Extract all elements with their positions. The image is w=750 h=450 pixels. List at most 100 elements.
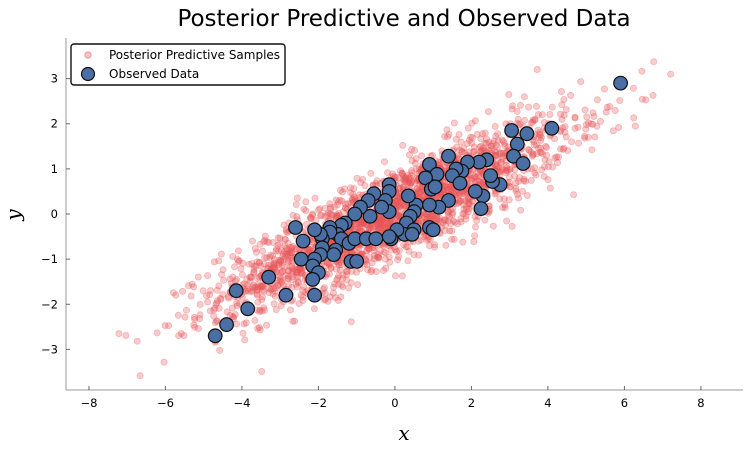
predictive-sample-point [373, 253, 381, 261]
predictive-sample-point [237, 265, 245, 273]
predictive-sample-point [459, 201, 467, 209]
predictive-sample-point [571, 113, 579, 121]
predictive-sample-point [505, 173, 513, 181]
predictive-sample-point [299, 286, 307, 294]
predictive-sample-point [251, 283, 259, 291]
predictive-sample-point [339, 283, 347, 291]
predictive-sample-point [532, 171, 540, 179]
predictive-sample-point [374, 224, 382, 232]
predictive-sample-point [160, 358, 168, 366]
predictive-sample-point [397, 201, 405, 209]
predictive-sample-point [499, 165, 507, 173]
predictive-sample-point [445, 130, 453, 138]
predictive-sample-point [395, 247, 403, 255]
predictive-sample-point [541, 156, 549, 164]
predictive-sample-point [402, 177, 410, 185]
predictive-sample-point [502, 167, 510, 175]
predictive-sample-point [387, 246, 395, 254]
predictive-sample-point [338, 197, 346, 205]
predictive-sample-point [347, 279, 355, 287]
predictive-sample-point [231, 310, 239, 318]
predictive-sample-point [276, 274, 284, 282]
predictive-sample-point [631, 122, 639, 130]
predictive-sample-point [394, 256, 402, 264]
predictive-sample-point [191, 323, 199, 331]
predictive-sample-point [581, 132, 589, 140]
predictive-sample-point [367, 169, 375, 177]
observed-data-point [483, 168, 499, 184]
predictive-sample-point [601, 85, 609, 93]
predictive-sample-point [531, 169, 539, 177]
predictive-sample-point [254, 285, 262, 293]
predictive-sample-point [399, 172, 407, 180]
predictive-sample-point [468, 139, 476, 147]
predictive-sample-point [243, 281, 251, 289]
predictive-sample-point [443, 183, 451, 191]
predictive-sample-point [401, 177, 409, 185]
predictive-sample-point [288, 283, 296, 291]
predictive-sample-point [194, 324, 202, 332]
predictive-sample-point [386, 258, 394, 266]
predictive-sample-point [294, 278, 302, 286]
predictive-sample-point [444, 217, 452, 225]
predictive-sample-point [356, 223, 364, 231]
predictive-sample-point [353, 268, 361, 276]
predictive-sample-point [375, 223, 383, 231]
y-axis-label: y [1, 209, 25, 222]
predictive-sample-point [374, 220, 382, 228]
predictive-sample-point [369, 224, 377, 232]
predictive-sample-point [331, 294, 339, 302]
predictive-sample-point [277, 256, 285, 264]
predictive-sample-point [567, 91, 575, 99]
predictive-sample-point [211, 319, 219, 327]
predictive-sample-point [558, 101, 566, 109]
predictive-sample-point [283, 250, 291, 258]
predictive-sample-point [470, 173, 478, 181]
predictive-sample-point [591, 133, 599, 141]
predictive-sample-point [282, 244, 290, 252]
predictive-sample-point [508, 105, 516, 113]
predictive-sample-point [174, 311, 182, 319]
observed-data-point [441, 148, 456, 164]
predictive-sample-point [247, 288, 255, 296]
predictive-sample-point [396, 202, 404, 210]
predictive-sample-point [321, 289, 329, 297]
predictive-sample-point [255, 324, 263, 332]
predictive-sample-point [334, 198, 342, 206]
predictive-sample-point [497, 158, 505, 166]
predictive-sample-point [346, 189, 354, 197]
predictive-sample-point [184, 282, 192, 290]
predictive-sample-point [417, 236, 425, 244]
predictive-sample-point [255, 258, 263, 266]
predictive-sample-point [260, 238, 268, 246]
predictive-sample-point [455, 130, 463, 138]
predictive-sample-point [408, 166, 416, 174]
predictive-sample-point [248, 260, 256, 268]
observed-data-point [307, 287, 323, 303]
predictive-sample-point [270, 256, 278, 264]
predictive-sample-point [336, 186, 344, 194]
predictive-sample-point [493, 163, 501, 171]
x-axis-ticks: −8 −6 −4 −2 0 2 4 6 8 [80, 386, 705, 410]
predictive-sample-point [256, 326, 264, 334]
y-tick-label: −2 [41, 297, 58, 311]
observed-data-point [293, 251, 309, 267]
y-tick-label: 0 [51, 207, 58, 221]
predictive-sample-point [299, 293, 307, 301]
predictive-sample-point [492, 152, 500, 160]
predictive-sample-point [482, 135, 490, 143]
x-tick-label: −4 [233, 396, 250, 410]
predictive-sample-point [468, 197, 476, 205]
predictive-sample-point [333, 201, 341, 209]
predictive-sample-point [424, 235, 432, 243]
predictive-sample-point [357, 218, 365, 226]
predictive-sample-point [650, 58, 658, 66]
predictive-sample-point [481, 139, 489, 147]
predictive-sample-point [444, 211, 452, 219]
predictive-sample-point [210, 258, 218, 266]
predictive-sample-point [413, 184, 421, 192]
predictive-sample-point [288, 276, 296, 284]
predictive-sample-point [476, 178, 484, 186]
predictive-sample-point [321, 204, 329, 212]
predictive-sample-point [539, 150, 547, 158]
